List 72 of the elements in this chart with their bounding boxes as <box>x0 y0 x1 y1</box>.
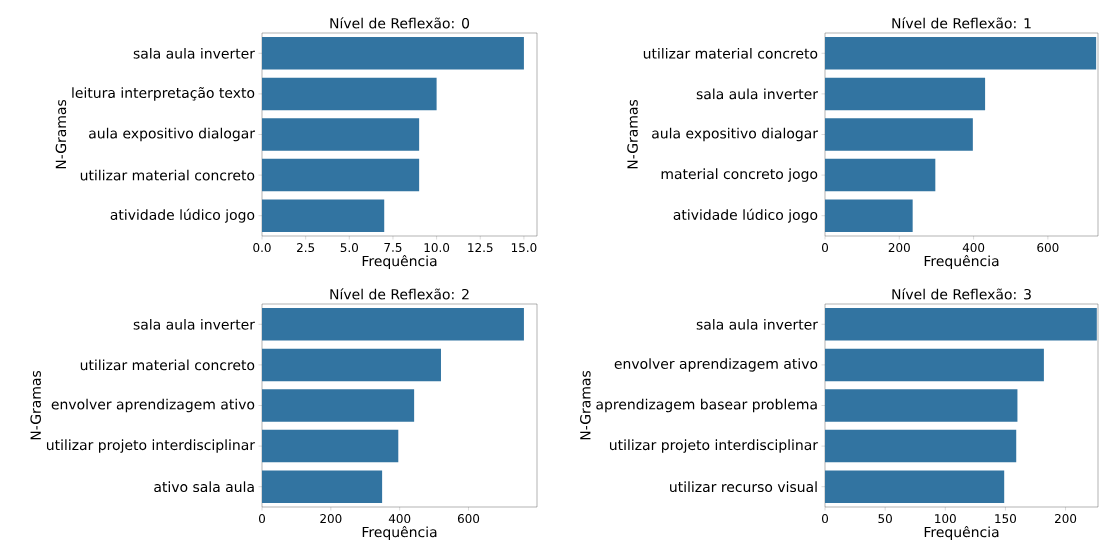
bar <box>825 37 1097 70</box>
y-tick-label: aula expositivo dialogar <box>652 127 819 142</box>
x-tick-label: 200 <box>1055 514 1077 524</box>
x-tick-label: 12.5 <box>468 243 493 253</box>
chart-title: Nível de Reflexão: 3 <box>892 288 1031 300</box>
y-axis-title: N-Gramas <box>55 99 67 169</box>
x-tick-label: 200 <box>320 514 342 524</box>
x-tick-label: 150 <box>995 514 1017 524</box>
x-tick-label: 0 <box>821 514 829 524</box>
y-tick-label: ativo sala aula <box>154 481 254 493</box>
x-tick-label: 0.0 <box>253 243 271 253</box>
x-tick-label: 0 <box>258 514 266 524</box>
x-tick-label: 10.0 <box>424 243 450 253</box>
y-tick-label: utilizar material concreto <box>643 47 818 59</box>
bar <box>262 348 441 382</box>
x-axis-title: Frequência <box>924 525 999 540</box>
bar <box>262 118 420 151</box>
x-tick-label: 15.0 <box>511 243 537 253</box>
x-axis-title: Frequência <box>362 525 437 540</box>
bar <box>825 429 1017 463</box>
y-axis-title: N-Gramas <box>30 370 41 440</box>
y-tick-label: sala aula inverter <box>133 47 255 59</box>
bar <box>825 77 986 111</box>
bar <box>825 348 1044 382</box>
bar <box>262 158 420 192</box>
y-tick-label: aprendizagem basear problema <box>596 398 817 413</box>
y-tick-label: utilizar projeto interdisciplinar <box>609 439 819 453</box>
y-tick-label: envolver aprendizagem ativo <box>51 398 255 413</box>
x-tick-label: 2.5 <box>297 243 315 253</box>
y-tick-label: utilizar material concreto <box>80 169 255 181</box>
y-tick-label: leitura interpretação texto <box>72 87 255 101</box>
y-tick-label: atividade lúdico jogo <box>673 208 818 223</box>
x-tick-label: 600 <box>1037 243 1059 253</box>
y-tick-label: aula expositivo dialogar <box>89 127 256 142</box>
x-tick-label: 100 <box>935 514 956 524</box>
bar <box>262 199 385 232</box>
chart-title: Nível de Reflexão: 1 <box>892 17 1031 29</box>
chart-title: Nível de Reflexão: 0 <box>330 17 470 29</box>
y-tick-label: atividade lúdico jogo <box>110 208 255 223</box>
bar <box>262 77 437 111</box>
bar <box>262 308 524 341</box>
x-axis-title: Frequência <box>362 254 437 269</box>
y-axis-title: N-Gramas <box>580 370 591 440</box>
y-tick-label: utilizar recurso visual <box>670 481 817 493</box>
y-tick-label: sala aula inverter <box>696 88 818 100</box>
y-tick-label: envolver aprendizagem ativo <box>614 358 818 372</box>
bar <box>262 429 399 463</box>
y-tick-label: utilizar material concreto <box>80 359 255 371</box>
x-tick-label: 50 <box>878 514 892 524</box>
bar <box>825 118 973 151</box>
bar <box>262 389 415 422</box>
x-tick-label: 5.0 <box>340 243 359 253</box>
bar <box>262 470 383 503</box>
x-tick-label: 7.5 <box>384 243 402 252</box>
x-axis-title: Frequência <box>924 254 999 269</box>
x-tick-label: 400 <box>962 243 985 253</box>
bar <box>825 389 1018 422</box>
y-axis-title: N-Gramas <box>627 99 638 169</box>
y-tick-label: utilizar projeto interdisciplinar <box>46 439 256 453</box>
y-tick-label: sala aula inverter <box>133 318 255 330</box>
bar <box>825 158 936 192</box>
chart-title: Nível de Reflexão: 2 <box>330 288 469 300</box>
y-tick-label: material concreto jogo <box>661 168 818 182</box>
y-tick-label: sala aula inverter <box>696 318 818 330</box>
bar <box>825 470 1005 503</box>
x-tick-label: 0 <box>821 243 829 253</box>
bar <box>825 199 913 232</box>
bar <box>825 308 1097 341</box>
bar <box>262 37 524 70</box>
x-tick-label: 200 <box>888 243 910 253</box>
x-tick-label: 600 <box>457 514 480 524</box>
x-tick-label: 400 <box>388 514 411 524</box>
